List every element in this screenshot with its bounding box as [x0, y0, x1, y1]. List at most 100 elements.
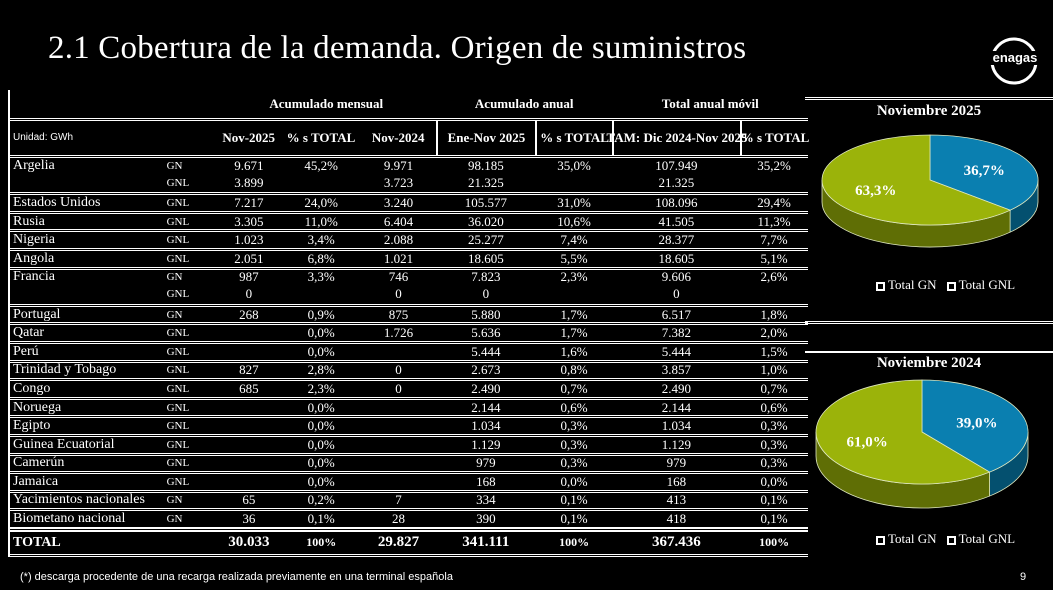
value-cell: 5,1% — [760, 250, 788, 266]
column-header-label: % s TOTAL — [740, 130, 810, 145]
value-cell: 0,8% — [560, 362, 588, 378]
country-name: Egipto — [13, 418, 51, 434]
value-cell: 1.129 — [471, 436, 501, 452]
group-header: Acumulado mensual — [269, 96, 384, 111]
value-cell: 0,0% — [760, 473, 788, 489]
value-cell: 1.034 — [661, 418, 691, 434]
value-cell: 979 — [476, 455, 496, 471]
value-cell: 11,3% — [757, 213, 791, 229]
value-cell: 2.144 — [661, 399, 691, 415]
value-cell: 31,0% — [557, 194, 591, 210]
table-row: Qatar GNL 0,0% 1.726 5.636 1,7% 7.382 2,0% — [10, 322, 808, 341]
value-cell: 0,0% — [560, 473, 588, 489]
value-cell: 21.325 — [658, 174, 695, 190]
value-cell: 0,0% — [307, 455, 335, 471]
value-cell: 168 — [476, 473, 496, 489]
value-cell: 35,0% — [557, 157, 591, 173]
legend-2025: Total GN Total GNL — [876, 277, 1015, 293]
value-cell: 1,8% — [760, 306, 788, 322]
value-cell: 5.636 — [471, 325, 501, 341]
divider — [805, 97, 1053, 100]
value-cell: 0,1% — [560, 511, 588, 527]
value-cell: 98.185 — [467, 157, 504, 173]
total-value: 30.033 — [228, 534, 270, 551]
total-value: 29.827 — [377, 534, 420, 551]
gas-type: GNL — [166, 327, 190, 340]
value-cell: 21.325 — [467, 174, 504, 190]
table-row: Francia GN 987 3,3% 746 7.823 2,3% 9.606 2,6% — [10, 266, 808, 286]
country-name: Trinidad y Tobago — [13, 362, 117, 378]
gas-type: GN — [166, 271, 183, 284]
value-cell: 1.034 — [471, 418, 501, 434]
gas-type: GNL — [166, 364, 190, 377]
column-header-label: % s TOTAL — [286, 130, 356, 145]
value-cell: 1,7% — [560, 306, 588, 322]
value-cell: 7,7% — [760, 232, 788, 248]
value-cell: 0,7% — [560, 380, 588, 396]
table-row: GNL 0 0 0 0 — [10, 285, 808, 304]
value-cell: 7.382 — [661, 325, 691, 341]
gas-type: GNL — [166, 382, 190, 395]
gas-type: GNL — [166, 345, 190, 358]
column-header: Ene-Nov 2025 — [435, 121, 536, 155]
value-cell: 9.671 — [234, 157, 264, 173]
table-row: Argelia GN 9.671 45,2% 9.971 98.185 35,0% 107.9… — [10, 155, 808, 174]
divider — [805, 321, 1053, 324]
value-cell: 36 — [242, 511, 256, 527]
group-header: Total anual móvil — [661, 96, 759, 111]
value-cell: 1,0% — [760, 362, 788, 378]
value-cell: 3.240 — [383, 194, 414, 210]
table-row: Yacimientos nacionales GN 65 0,2% 7 334 0,1% 41… — [10, 489, 808, 509]
country-name: Angola — [13, 250, 55, 266]
pie-data-label: 36,7% — [964, 163, 1005, 179]
gas-type: GN — [166, 159, 183, 172]
value-cell: 105.577 — [464, 194, 507, 210]
value-cell: 3,3% — [307, 269, 335, 285]
column-header-label: Nov-2025 — [222, 130, 276, 145]
value-cell: 0,0% — [307, 343, 335, 359]
legend-swatch-icon — [876, 535, 885, 545]
total-value: 100% — [306, 535, 337, 550]
supply-origin-table: Acumulado mensual Acumulado anual Total an… — [8, 90, 810, 557]
group-header-row: Acumulado mensual Acumulado anual Total an… — [10, 90, 808, 118]
value-cell: 1,7% — [560, 325, 588, 341]
value-cell: 413 — [666, 492, 687, 508]
value-cell: 168 — [666, 473, 687, 489]
value-cell: 0,6% — [560, 399, 588, 415]
legend-swatch-icon — [946, 281, 956, 291]
legend-2024: Total GN Total GNL — [876, 531, 1015, 547]
table-row: Jamaica GNL 0,0% 168 0,0% 168 0,0% — [10, 471, 808, 490]
value-cell: 0 — [482, 286, 490, 302]
value-cell: 18.605 — [658, 250, 695, 266]
footnote: (*) descarga procedente de una recarga r… — [20, 571, 453, 583]
total-row: TOTAL 30.033 100% 29.827 341.111 100% 367.436 1… — [10, 526, 808, 557]
value-cell: 7 — [395, 492, 402, 508]
country-name: Estados Unidos — [13, 194, 101, 210]
value-cell: 6,8% — [307, 250, 335, 266]
table-row: Congo GNL 685 2,3% 0 2.490 0,7% 2.490 0,7% — [10, 378, 808, 397]
value-cell: 108.096 — [655, 194, 698, 210]
value-cell: 28 — [392, 511, 406, 527]
column-header-label: % s TOTAL — [540, 130, 609, 145]
country-name: Camerún — [13, 455, 65, 471]
column-header: % s TOTAL — [535, 121, 612, 155]
value-cell: 2.673 — [471, 362, 501, 378]
legend-item-gnl: Total GNL — [946, 277, 1015, 293]
value-cell: 746 — [388, 269, 409, 285]
country-name: Nigeria — [13, 232, 55, 248]
value-cell: 6.517 — [661, 306, 691, 322]
value-cell: 6.404 — [383, 213, 414, 229]
value-cell: 25.277 — [467, 232, 504, 248]
value-cell: 875 — [388, 306, 409, 322]
value-cell: 36.020 — [467, 213, 504, 229]
country-name: Qatar — [13, 325, 45, 341]
value-cell: 9.606 — [661, 269, 691, 285]
pie-slice-gn — [929, 134, 1039, 211]
table-row: Portugal GN 268 0,9% 875 5.880 1,7% 6.517 1,8% — [10, 303, 808, 323]
gas-type: GNL — [166, 457, 190, 470]
gas-type: GNL — [166, 401, 190, 414]
value-cell: 28.377 — [658, 232, 695, 248]
value-cell: 65 — [242, 492, 256, 508]
value-cell: 11,0% — [304, 213, 338, 229]
country-name: Noruega — [13, 399, 62, 415]
